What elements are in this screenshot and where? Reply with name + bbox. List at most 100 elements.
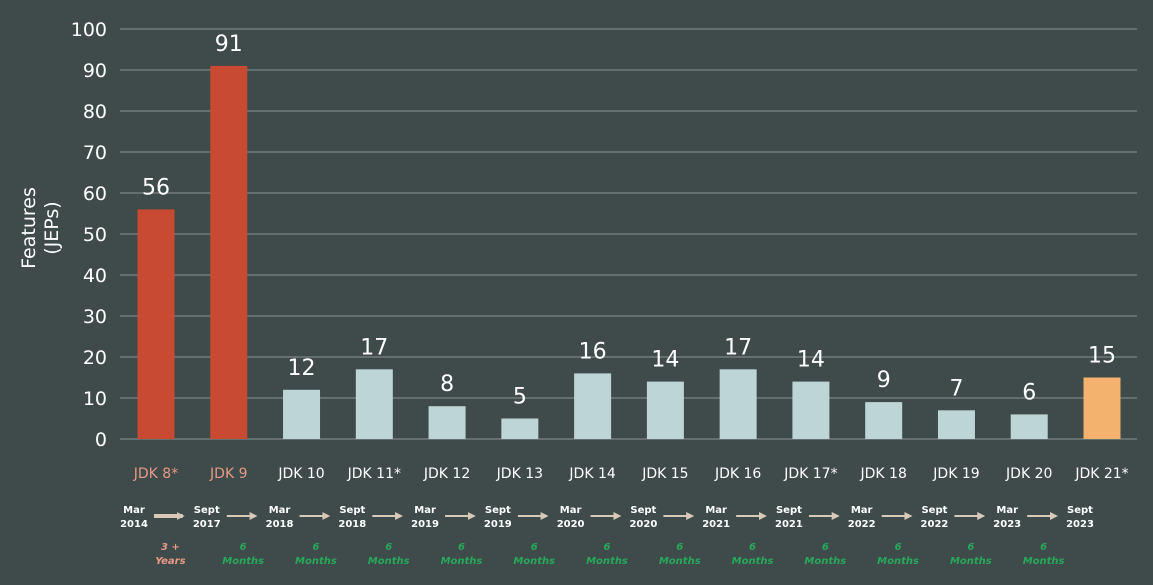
bar bbox=[1010, 414, 1048, 439]
release-month: Mar bbox=[123, 505, 145, 516]
category-label: JDK 11* bbox=[347, 466, 401, 482]
release-year: 2019 bbox=[484, 519, 512, 530]
interval-unit: Months bbox=[659, 556, 701, 567]
bar bbox=[865, 402, 903, 439]
release-year: 2022 bbox=[848, 519, 876, 530]
y-tick-label: 30 bbox=[83, 306, 107, 328]
release-month: Mar bbox=[705, 505, 727, 516]
bar bbox=[937, 410, 975, 439]
value-label: 5 bbox=[513, 385, 527, 410]
interval-amount: 6 bbox=[822, 542, 829, 553]
interval-amount: 3 + bbox=[161, 542, 180, 553]
release-year: 2021 bbox=[775, 519, 803, 530]
release-year: 2021 bbox=[702, 519, 730, 530]
category-label: JDK 15 bbox=[641, 466, 688, 482]
y-tick-label: 20 bbox=[83, 347, 107, 369]
category-label: JDK 12 bbox=[423, 466, 470, 482]
bars bbox=[137, 65, 1121, 440]
interval-unit: Months bbox=[586, 556, 628, 567]
bar bbox=[574, 373, 612, 439]
interval-amount: 6 bbox=[531, 542, 538, 553]
interval-unit: Months bbox=[877, 556, 919, 567]
bar bbox=[501, 418, 539, 439]
category-label: JDK 17* bbox=[783, 466, 837, 482]
bar bbox=[792, 381, 830, 439]
y-tick-label: 10 bbox=[83, 388, 107, 410]
release-timeline: Mar 2014 Sept 2017 Mar 2018 Sept 2018 Mar 2019 Sep… bbox=[120, 505, 1094, 567]
value-label: 56 bbox=[142, 175, 170, 200]
interval-amount: 6 bbox=[895, 542, 902, 553]
y-tick-label: 60 bbox=[83, 183, 107, 205]
bar bbox=[1083, 377, 1121, 439]
interval-unit: Months bbox=[368, 556, 410, 567]
release-month: Mar bbox=[269, 505, 291, 516]
gridlines bbox=[120, 28, 1137, 440]
release-year: 2014 bbox=[120, 519, 148, 530]
bar bbox=[719, 369, 757, 439]
y-axis-ticks: 0 10 20 30 40 50 60 70 80 90 100 bbox=[71, 19, 107, 451]
value-label: 6 bbox=[1022, 380, 1036, 405]
release-month: Sept bbox=[921, 505, 947, 516]
y-tick-label: 50 bbox=[83, 224, 107, 246]
value-label: 16 bbox=[579, 339, 607, 364]
bar bbox=[646, 381, 684, 439]
bar bbox=[428, 406, 466, 439]
category-label: JDK 13 bbox=[496, 466, 543, 482]
interval-unit: Months bbox=[222, 556, 264, 567]
interval-amount: 6 bbox=[676, 542, 683, 553]
y-tick-label: 100 bbox=[71, 19, 107, 41]
release-year: 2018 bbox=[338, 519, 366, 530]
value-label: 8 bbox=[440, 372, 454, 397]
bar bbox=[210, 65, 248, 440]
bar bbox=[355, 369, 393, 439]
interval-unit: Years bbox=[155, 556, 185, 567]
release-year: 2020 bbox=[629, 519, 657, 530]
category-label: JDK 18 bbox=[860, 466, 907, 482]
value-labels: 56 91 12 17 8 5 16 14 17 14 9 7 6 15 bbox=[142, 32, 1116, 410]
release-month: Sept bbox=[194, 505, 220, 516]
release-month: Sept bbox=[339, 505, 365, 516]
interval-unit: Months bbox=[441, 556, 483, 567]
value-label: 15 bbox=[1088, 344, 1116, 369]
release-month: Mar bbox=[996, 505, 1018, 516]
interval-unit: Months bbox=[295, 556, 337, 567]
y-tick-label: 90 bbox=[83, 60, 107, 82]
category-label: JDK 16 bbox=[714, 466, 761, 482]
y-tick-label: 40 bbox=[83, 265, 107, 287]
release-month: Mar bbox=[560, 505, 582, 516]
y-tick-label: 0 bbox=[95, 429, 107, 451]
interval-amount: 6 bbox=[604, 542, 611, 553]
release-year: 2017 bbox=[193, 519, 221, 530]
category-label: JDK 10 bbox=[277, 466, 324, 482]
interval-amount: 6 bbox=[967, 542, 974, 553]
category-label: JDK 9 bbox=[209, 466, 247, 482]
interval-unit: Months bbox=[950, 556, 992, 567]
interval-amount: 6 bbox=[458, 542, 465, 553]
interval-unit: Months bbox=[732, 556, 774, 567]
release-month: Sept bbox=[776, 505, 802, 516]
release-year: 2023 bbox=[993, 519, 1021, 530]
value-label: 7 bbox=[949, 376, 963, 401]
bar bbox=[137, 209, 175, 439]
category-label: JDK 19 bbox=[932, 466, 979, 482]
category-labels: JDK 8* JDK 9 JDK 10 JDK 11* JDK 12 JDK 13 JDK … bbox=[133, 466, 1129, 482]
release-year: 2023 bbox=[1066, 519, 1094, 530]
release-month: Sept bbox=[630, 505, 656, 516]
y-axis-title: Features(JEPs) bbox=[18, 187, 63, 269]
category-label: JDK 20 bbox=[1005, 466, 1052, 482]
y-axis-title-line: Features bbox=[18, 187, 40, 269]
release-month: Sept bbox=[485, 505, 511, 516]
value-label: 17 bbox=[724, 335, 752, 360]
y-axis-label: Features(JEPs) bbox=[18, 187, 63, 269]
release-month: Mar bbox=[851, 505, 873, 516]
y-tick-label: 80 bbox=[83, 101, 107, 123]
value-label: 17 bbox=[360, 335, 388, 360]
y-tick-label: 70 bbox=[83, 142, 107, 164]
interval-amount: 6 bbox=[749, 542, 756, 553]
interval-amount: 6 bbox=[1040, 542, 1047, 553]
release-month: Sept bbox=[1067, 505, 1093, 516]
interval-unit: Months bbox=[1023, 556, 1065, 567]
release-year: 2019 bbox=[411, 519, 439, 530]
value-label: 9 bbox=[877, 368, 891, 393]
